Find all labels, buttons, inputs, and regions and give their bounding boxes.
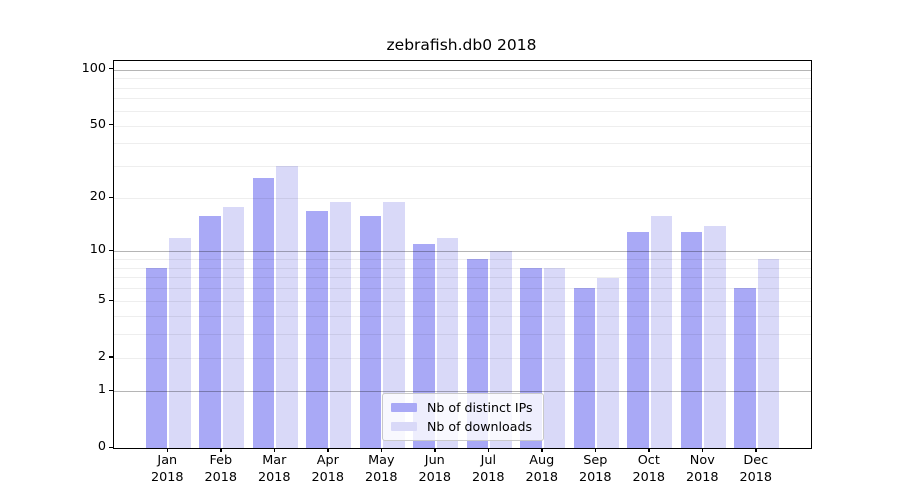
bar-oct-distinct-ips [627, 231, 649, 448]
bar-feb-downloads [222, 206, 245, 448]
x-tick-label-apr: Apr 2018 [311, 453, 345, 485]
x-tick-label-feb: Feb 2018 [204, 453, 238, 485]
legend-label-distinct-ips: Nb of distinct IPs [427, 400, 533, 415]
x-tick-mark-feb [220, 448, 222, 453]
legend-item-distinct-ips: Nb of distinct IPs [391, 400, 533, 415]
x-tick-mark-jun [434, 448, 436, 453]
plot-area: Nb of distinct IPs Nb of downloads [113, 60, 812, 449]
x-tick-mark-apr [327, 448, 329, 453]
bar-sep-downloads [597, 277, 619, 448]
y-tick-mark-1 [109, 389, 113, 391]
x-tick-mark-dec [755, 448, 757, 453]
bar-mar-downloads [276, 166, 298, 448]
x-tick-mark-nov [701, 448, 704, 453]
y-tick-label-2: 2 [97, 348, 106, 364]
y-tick-mark-5 [109, 299, 113, 301]
y-tick-mark-10 [109, 249, 113, 252]
y-tick-label-5: 5 [97, 292, 106, 308]
bar-nov-downloads [704, 225, 726, 448]
legend-swatch-distinct-ips [391, 403, 417, 412]
y-tick-mark-2 [109, 356, 113, 358]
x-tick-label-jun: Jun 2018 [418, 453, 452, 485]
y-tick-label-50: 50 [89, 116, 106, 132]
bar-dec-downloads [757, 259, 780, 448]
y-tick-label-20: 20 [89, 189, 106, 205]
x-tick-mark-sep [594, 448, 597, 453]
x-tick-mark-mar [273, 448, 276, 453]
y-tick-mark-20 [109, 196, 113, 199]
x-tick-label-sep: Sep 2018 [579, 453, 612, 485]
x-tick-label-may: May 2018 [365, 453, 398, 485]
bar-jan-distinct-ips [145, 267, 168, 448]
bar-aug-downloads [543, 267, 566, 448]
y-tick-label-1: 1 [97, 382, 106, 398]
x-tick-label-mar: Mar 2018 [258, 453, 291, 485]
x-tick-label-jan: Jan 2018 [151, 453, 184, 485]
x-tick-mark-aug [541, 448, 543, 453]
y-tick-mark-50 [109, 124, 113, 126]
bar-jan-downloads [169, 237, 191, 448]
bar-sep-distinct-ips [573, 288, 596, 448]
legend-label-downloads: Nb of downloads [427, 419, 533, 434]
y-tick-mark-0 [109, 446, 113, 448]
bar-apr-downloads [329, 202, 352, 448]
x-tick-mark-may [380, 448, 383, 453]
x-tick-label-dec: Dec 2018 [739, 453, 773, 485]
legend-item-downloads: Nb of downloads [391, 419, 533, 434]
x-tick-mark-jul [487, 448, 490, 453]
x-tick-label-jul: Jul 2018 [472, 453, 505, 485]
bar-may-downloads [383, 202, 405, 448]
x-tick-label-oct: Oct 2018 [632, 453, 666, 485]
legend: Nb of distinct IPs Nb of downloads [382, 393, 544, 441]
bar-feb-distinct-ips [199, 215, 221, 448]
x-tick-mark-oct [648, 448, 650, 453]
bar-mar-distinct-ips [252, 177, 275, 448]
x-tick-mark-jan [166, 448, 169, 453]
chart-title: zebrafish.db0 2018 [386, 36, 537, 54]
bar-oct-downloads [650, 215, 673, 448]
x-tick-label-nov: Nov 2018 [686, 453, 719, 485]
bars-layer [114, 61, 811, 448]
y-tick-mark-100 [109, 68, 113, 70]
y-tick-label-10: 10 [89, 242, 106, 258]
bar-nov-distinct-ips [680, 231, 703, 448]
bar-dec-distinct-ips [734, 288, 756, 448]
bar-apr-distinct-ips [306, 211, 328, 448]
x-tick-label-aug: Aug 2018 [525, 453, 559, 485]
y-tick-label-100: 100 [81, 60, 106, 76]
legend-swatch-downloads [391, 422, 417, 431]
y-tick-label-0: 0 [97, 439, 106, 454]
bar-may-distinct-ips [359, 215, 382, 448]
